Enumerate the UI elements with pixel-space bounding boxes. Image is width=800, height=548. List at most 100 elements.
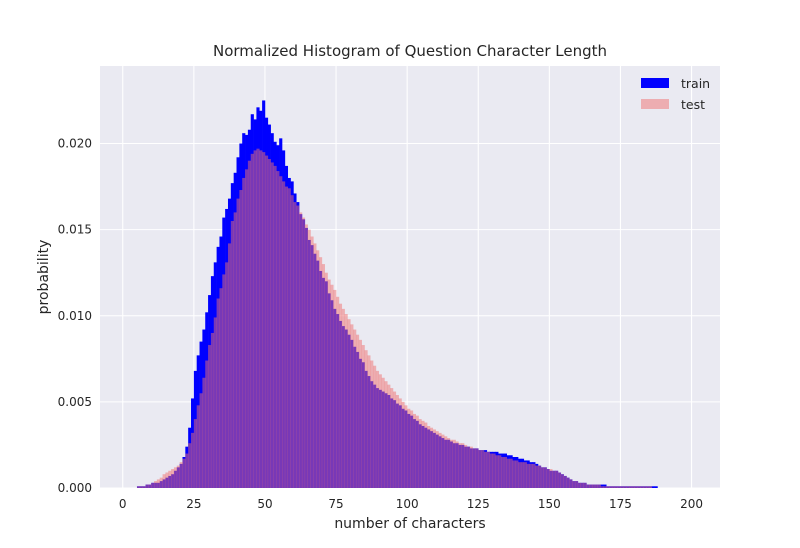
bar-test: [259, 150, 263, 488]
y-axis-ticks: 0.000 0.005 0.010 0.015 0.020: [58, 137, 92, 495]
histogram-bars: [136, 100, 658, 489]
bar-test: [503, 456, 507, 488]
bar-test: [614, 486, 618, 488]
bar-test: [185, 453, 189, 488]
bar-test: [435, 431, 439, 488]
bar-test: [540, 467, 544, 488]
bar-test: [501, 456, 505, 488]
bar-test: [407, 408, 411, 488]
bar-test: [509, 458, 513, 488]
y-tick-label: 0.010: [58, 309, 92, 323]
bar-test: [179, 462, 183, 488]
bar-test: [313, 243, 317, 488]
bar-test: [458, 443, 462, 488]
bar-test: [555, 470, 559, 488]
bar-test: [466, 446, 471, 488]
bar-test: [518, 462, 522, 488]
bar-test: [341, 308, 345, 488]
bar-test: [574, 481, 579, 488]
bar-train: [651, 486, 655, 488]
bar-test: [429, 427, 434, 488]
bar-test: [225, 262, 229, 488]
bar-test: [188, 443, 192, 488]
bar-test: [293, 202, 297, 488]
bar-test: [446, 438, 451, 488]
bar-test: [321, 264, 325, 488]
bar-test: [154, 481, 158, 488]
bar-test: [475, 448, 479, 488]
bar-test: [566, 477, 570, 488]
bar-test: [276, 171, 280, 488]
bar-test: [193, 419, 197, 488]
bar-test: [333, 289, 337, 488]
bar-test: [441, 434, 445, 488]
bar-test: [367, 355, 371, 488]
bar-test: [415, 415, 419, 488]
bar-test: [173, 467, 178, 488]
bar-test: [600, 486, 604, 488]
bar-test: [191, 432, 195, 488]
bar-test: [452, 439, 456, 488]
bar-test: [631, 486, 635, 488]
bar-test: [404, 405, 408, 488]
bar-test: [586, 484, 590, 488]
bar-test: [136, 486, 141, 488]
bar-test: [387, 384, 391, 488]
bar-test: [543, 467, 547, 488]
bar-test: [168, 470, 172, 488]
bar-test: [637, 486, 641, 488]
bar-test: [381, 377, 385, 488]
bar-test: [202, 377, 206, 488]
bar-test: [560, 474, 564, 488]
bar-test: [646, 486, 650, 488]
legend: train test: [641, 76, 710, 112]
bar-test: [401, 401, 405, 488]
bar-test: [634, 486, 638, 488]
bar-test: [506, 458, 510, 488]
bar-test: [597, 484, 601, 488]
legend-swatch-test: [641, 99, 669, 109]
bar-train: [654, 486, 658, 488]
bar-test: [478, 450, 482, 488]
bar-test: [171, 469, 175, 488]
bar-test: [643, 486, 647, 488]
bar-test: [148, 484, 152, 488]
bar-test: [427, 425, 431, 488]
bar-test: [572, 481, 576, 488]
bar-test: [307, 229, 311, 488]
bar-test: [421, 420, 425, 488]
legend-swatch-train: [641, 78, 669, 88]
bar-test: [569, 479, 573, 488]
bar-test: [361, 345, 365, 488]
bar-test: [589, 484, 593, 488]
bar-test: [483, 451, 488, 488]
bar-test: [353, 329, 357, 488]
bar-test: [492, 453, 496, 488]
bar-test: [512, 460, 516, 488]
bar-test: [330, 284, 334, 488]
bar-test: [469, 446, 473, 488]
x-tick-label: 0: [119, 497, 127, 511]
bar-test: [455, 441, 459, 488]
bar-test: [222, 274, 226, 488]
bar-test: [301, 217, 306, 489]
bar-test: [208, 345, 212, 488]
bar-test: [344, 314, 348, 488]
bar-test: [262, 152, 266, 489]
bar-test: [318, 257, 323, 488]
bar-test: [233, 212, 237, 489]
bar-test: [239, 190, 243, 488]
bar-test: [375, 370, 380, 488]
bar-test: [210, 332, 215, 488]
bar-test: [628, 486, 633, 488]
bar-test: [532, 463, 536, 488]
bar-test: [461, 443, 465, 488]
bar-test: [242, 177, 246, 489]
y-tick-label: 0.000: [58, 481, 92, 495]
bar-test: [338, 303, 343, 488]
bar-test: [205, 360, 209, 488]
bar-test: [495, 455, 499, 488]
bar-test: [273, 165, 277, 488]
x-tick-label: 200: [680, 497, 703, 511]
